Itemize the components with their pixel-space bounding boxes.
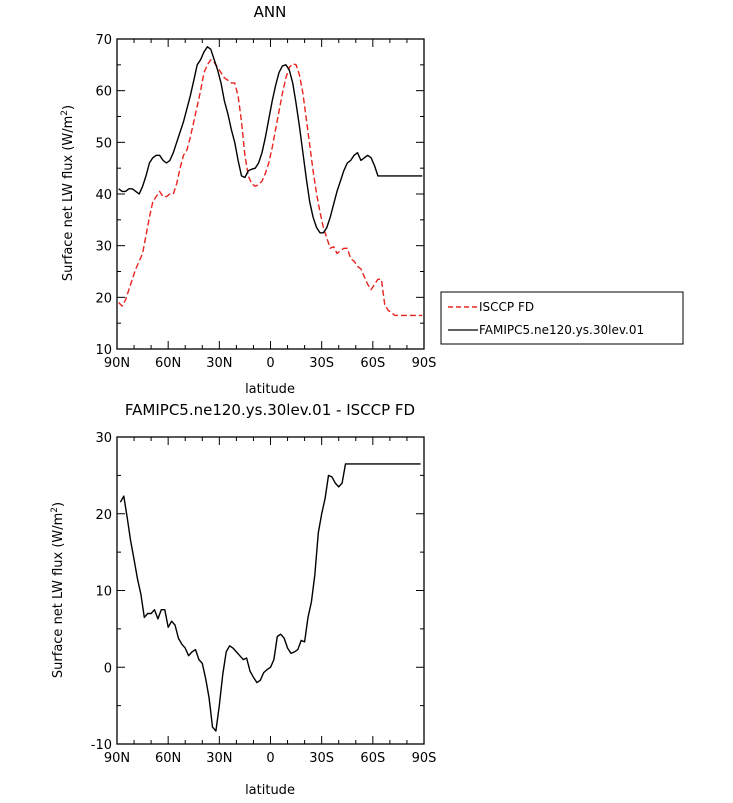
y-tick-label: 20	[95, 508, 112, 523]
x-tick-label: 60N	[155, 751, 181, 766]
x-tick-label: 60S	[360, 356, 385, 371]
legend-label-famipc5: FAMIPC5.ne120.ys.30lev.01	[479, 323, 644, 337]
x-tick-label: 90S	[412, 751, 437, 766]
x-tick-label: 60N	[155, 356, 181, 371]
x-tick-label: 30N	[206, 356, 232, 371]
top-plot-area: 90N 60N 30N 0 30S 60S 90S 10 20 30 40 50 60 70	[95, 33, 436, 371]
y-tick-label: 10	[95, 585, 112, 600]
series-line-famipc5-ne120-ys-30lev-01	[118, 46, 423, 234]
y-tick-label: 50	[95, 136, 112, 151]
y-tick-label: 0	[104, 661, 112, 676]
x-tick-label: 90N	[104, 356, 130, 371]
y-tick-label: 40	[95, 188, 112, 203]
plot-frame	[116, 38, 425, 350]
series-line-isccp-fd	[118, 59, 423, 317]
y-tick-label: 30	[95, 240, 112, 255]
bottom-chart-title: FAMIPC5.ne120.ys.30lev.01 - ISCCP FD	[125, 401, 415, 419]
bottom-x-axis-label: latitude	[245, 783, 295, 798]
y-tick-label: 10	[95, 343, 112, 358]
bottom-y-axis-label: Surface net LW flux (W/m2)	[50, 502, 66, 678]
bottom-plot-area: 90N 60N 30N 0 30S 60S 90S -10 0 10 20 30	[91, 431, 437, 766]
y-tick-label: -10	[91, 738, 112, 753]
top-y-axis-label: Surface net LW flux (W/m2)	[60, 105, 76, 281]
x-tick-label: 0	[266, 356, 274, 371]
y-tick-label: 70	[95, 33, 112, 48]
panel-bottom: FAMIPC5.ne120.ys.30lev.01 - ISCCP FD 90N…	[50, 401, 436, 798]
y-tick-label: 60	[95, 85, 112, 100]
x-tick-label: 30N	[206, 751, 232, 766]
x-tick-label: 30S	[309, 751, 334, 766]
x-tick-label: 90N	[104, 751, 130, 766]
x-tick-label: 60S	[360, 751, 385, 766]
x-tick-label: 0	[266, 751, 274, 766]
x-tick-label: 30S	[309, 356, 334, 371]
y-tick-label: 20	[95, 291, 112, 306]
legend-label-isccp: ISCCP FD	[479, 300, 534, 314]
panel-top: ANN 90N 60N 30N 0 30S 60S 90S 10 20 30 40 50 60 70 la…	[60, 3, 684, 397]
plot-frame	[116, 436, 425, 745]
top-chart-title: ANN	[254, 3, 287, 21]
y-tick-label: 30	[95, 431, 112, 446]
top-x-axis-label: latitude	[245, 382, 295, 397]
series-line-difference	[119, 463, 421, 732]
x-tick-label: 90S	[412, 356, 437, 371]
legend: ISCCP FD FAMIPC5.ne120.ys.30lev.01	[440, 291, 684, 345]
legend-box	[440, 291, 684, 345]
